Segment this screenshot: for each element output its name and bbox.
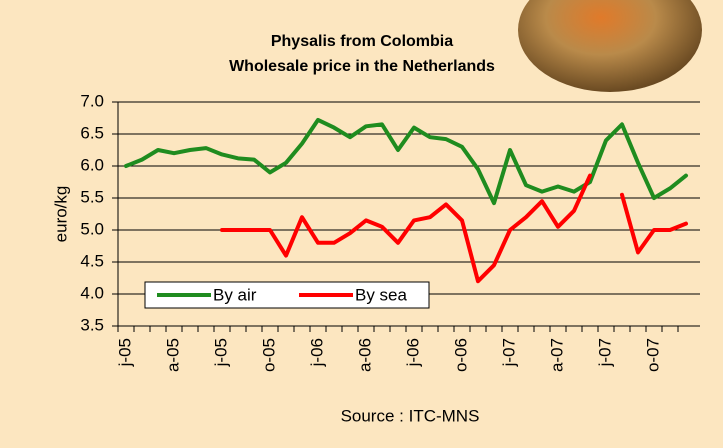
y-axis-label: euro/kg [51,186,70,243]
y-tick-label: 4.5 [80,251,104,270]
x-tick-label: j-05 [211,338,230,367]
chart-subtitle: Wholesale price in the Netherlands [229,58,495,75]
y-tick-label: 5.5 [80,187,104,206]
x-tick-label: a-05 [163,338,182,372]
chart: Physalis from Colombia Wholesale price i… [0,0,723,448]
line-series [126,120,686,203]
y-tick-label: 4.0 [80,283,104,302]
x-tick-label: j-07 [595,338,614,367]
x-tick-label: o-05 [259,338,278,372]
chart-title: Physalis from Colombia [271,33,453,50]
y-tick-label: 5.0 [80,219,104,238]
y-tick-label: 6.5 [80,123,104,142]
page: {"chart_data": {"type": "line", "title":… [0,0,723,448]
x-tick-label: a-07 [547,338,566,372]
x-tick-label: j-06 [403,338,422,367]
x-tick-label: o-06 [451,338,470,372]
x-tick-label: o-07 [643,338,662,372]
y-tick-label: 3.5 [80,315,104,334]
x-tick-label: j-06 [307,338,326,367]
x-tick-label: a-06 [355,338,374,372]
x-tick-label: j-05 [115,338,134,367]
legend-label: By sea [355,285,408,304]
y-tick-label: 7.0 [80,91,104,110]
legend-label: By air [213,285,257,304]
x-tick-label: j-07 [499,338,518,367]
source-note: Source : ITC-MNS [341,406,480,425]
physalis-photo [518,0,702,92]
y-tick-label: 6.0 [80,155,104,174]
line-series [222,176,686,282]
